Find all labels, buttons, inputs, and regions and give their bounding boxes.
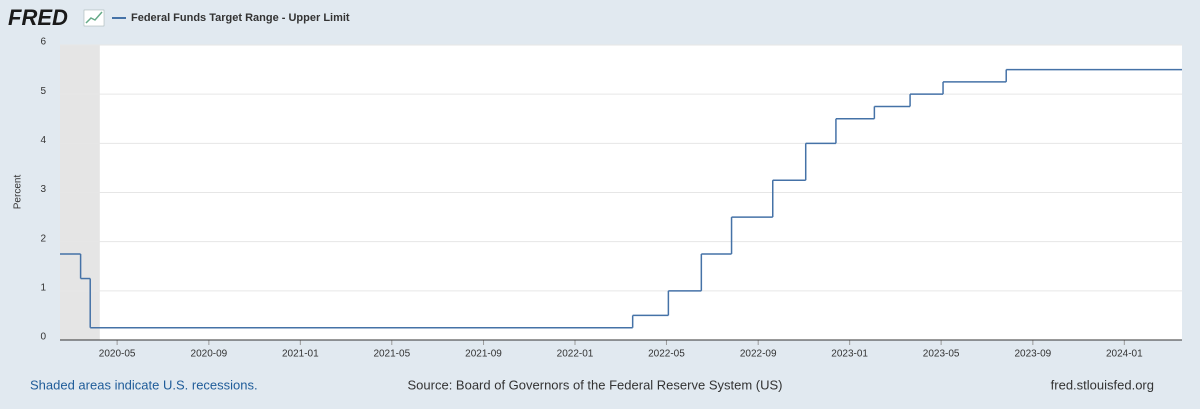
source: Source: Board of Governors of the Federa… — [408, 377, 783, 392]
x-tick-label: 2021-05 — [373, 349, 410, 360]
logo[interactable]: FRED — [8, 5, 68, 30]
x-tick-label: 2021-09 — [465, 349, 502, 360]
x-tick-label: 2020-05 — [99, 349, 136, 360]
x-tick-label: 2022-05 — [648, 349, 685, 360]
x-tick-label: 2021-01 — [282, 349, 319, 360]
x-tick-label: 2020-09 — [191, 349, 228, 360]
logo-icon — [83, 9, 105, 27]
y-tick-label: 1 — [40, 282, 46, 293]
x-tick-label: 2022-09 — [740, 349, 777, 360]
recession-note: Shaded areas indicate U.S. recessions. — [30, 377, 258, 392]
y-tick-label: 0 — [40, 332, 46, 343]
legend-label: Federal Funds Target Range - Upper Limit — [131, 12, 350, 24]
y-tick-label: 3 — [40, 184, 46, 195]
x-tick-label: 2022-01 — [557, 349, 594, 360]
y-tick-label: 2 — [40, 233, 46, 244]
y-tick-label: 5 — [40, 86, 46, 97]
site: fred.stlouisfed.org — [1051, 377, 1154, 392]
y-tick-label: 6 — [40, 37, 46, 48]
x-tick-label: 2024-01 — [1106, 349, 1143, 360]
x-tick-label: 2023-09 — [1015, 349, 1052, 360]
y-axis-label: Percent — [13, 175, 24, 210]
x-tick-label: 2023-01 — [831, 349, 868, 360]
y-tick-label: 4 — [40, 135, 46, 146]
x-tick-label: 2023-05 — [923, 349, 960, 360]
